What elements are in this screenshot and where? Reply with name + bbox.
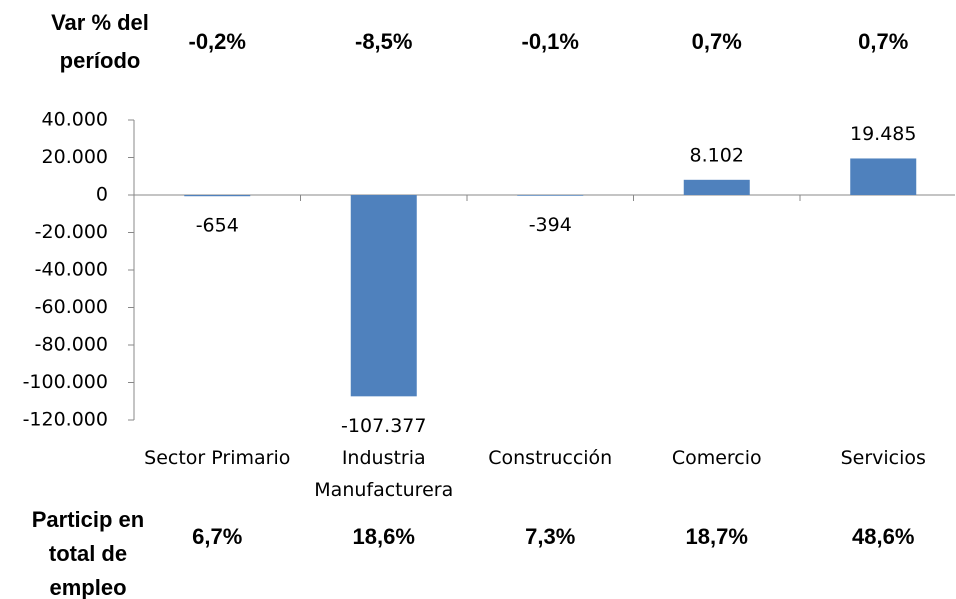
x-tick-label: Servicios bbox=[840, 447, 926, 469]
bottom-row-value: 6,7% bbox=[192, 524, 243, 549]
bottom-row-value: 18,7% bbox=[685, 524, 748, 549]
y-tick-label: -20.000 bbox=[35, 221, 108, 243]
y-tick-label: -40.000 bbox=[35, 259, 108, 281]
data-label: -107.377 bbox=[341, 415, 426, 437]
x-tick-label: Construcción bbox=[488, 447, 613, 469]
x-tick-label: Comercio bbox=[671, 447, 762, 469]
y-tick-label: 20.000 bbox=[42, 146, 108, 168]
top-row-value: -0,1% bbox=[521, 29, 579, 54]
bottom-row-label: Particip en total de empleo bbox=[31, 507, 145, 599]
y-tick-label: 40.000 bbox=[42, 109, 108, 131]
bar bbox=[184, 195, 251, 197]
y-tick-label: -100.000 bbox=[23, 371, 108, 393]
top-row-value: -0,2% bbox=[188, 29, 246, 54]
bar bbox=[850, 158, 917, 195]
y-tick-label: 0 bbox=[96, 184, 108, 206]
bar bbox=[517, 195, 584, 196]
x-tick-label: Industria Manufacturera bbox=[314, 447, 454, 501]
y-tick-label: -120.000 bbox=[23, 409, 108, 431]
y-tick-label: -60.000 bbox=[35, 296, 108, 318]
data-label: -654 bbox=[196, 215, 239, 237]
bar bbox=[350, 195, 417, 397]
x-tick-label: Sector Primario bbox=[144, 447, 291, 469]
bottom-row-value: 48,6% bbox=[852, 524, 915, 549]
bar bbox=[683, 179, 750, 195]
data-label: 8.102 bbox=[690, 144, 744, 166]
top-row-value: 0,7% bbox=[691, 29, 742, 54]
top-row-value: 0,7% bbox=[858, 29, 909, 54]
data-label: -394 bbox=[529, 214, 572, 236]
top-row-label: Var % del período bbox=[51, 10, 149, 73]
top-row-value: -8,5% bbox=[355, 29, 413, 54]
y-tick-label: -80.000 bbox=[35, 334, 108, 356]
bottom-row-value: 18,6% bbox=[352, 524, 415, 549]
bottom-row-value: 7,3% bbox=[525, 524, 576, 549]
data-label: 19.485 bbox=[850, 123, 916, 145]
